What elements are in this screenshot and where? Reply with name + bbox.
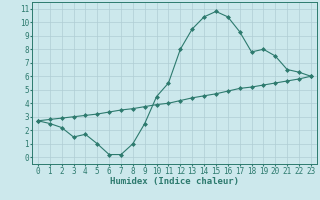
X-axis label: Humidex (Indice chaleur): Humidex (Indice chaleur): [110, 177, 239, 186]
